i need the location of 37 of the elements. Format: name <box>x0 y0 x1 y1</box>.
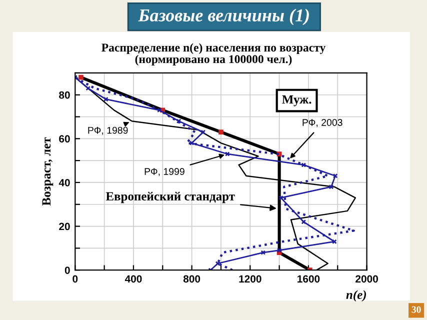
x-tick-label: 2000 <box>356 275 378 283</box>
x-tick-label: 800 <box>183 275 200 283</box>
point <box>224 152 230 156</box>
point <box>278 195 284 200</box>
annotation: РФ, 1989 <box>88 126 128 135</box>
x-tick-label: 400 <box>124 275 142 283</box>
point <box>260 250 266 255</box>
y-tick-label: 0 <box>64 266 70 274</box>
point <box>332 239 337 244</box>
point <box>328 184 334 190</box>
y-tick-label: 20 <box>59 222 70 230</box>
y-axis-title: Возраст, лет <box>42 137 54 206</box>
y-tick-label: 80 <box>59 91 70 99</box>
point <box>86 86 91 91</box>
text: 30 <box>412 306 421 313</box>
annotation: Европейский стандарт <box>106 192 235 204</box>
annotation: РФ, 2003 <box>302 119 342 128</box>
point <box>215 261 220 266</box>
point <box>276 248 282 253</box>
annotation: Муж. <box>282 95 312 106</box>
x-tick-label: 0 <box>72 275 78 283</box>
point <box>176 118 182 124</box>
point <box>301 162 306 168</box>
annotation: РФ, 1999 <box>144 168 184 176</box>
point <box>157 108 162 113</box>
y-tick-label: 40 <box>58 178 70 186</box>
chart-subtitle: Распределение n(e) населения по возрасту (нормировано на 100000 чел.) <box>102 43 326 66</box>
x-axis-title: n(e) <box>346 290 366 302</box>
y-tick-label: 60 <box>59 135 70 143</box>
point <box>103 96 108 102</box>
point <box>301 219 306 224</box>
x-tick-label: 1200 <box>239 275 262 283</box>
point <box>189 140 194 146</box>
x-tick-label: 1600 <box>298 275 320 283</box>
chart-title: Базовые величины (1) <box>138 8 309 26</box>
point <box>332 173 338 178</box>
point <box>200 130 206 135</box>
